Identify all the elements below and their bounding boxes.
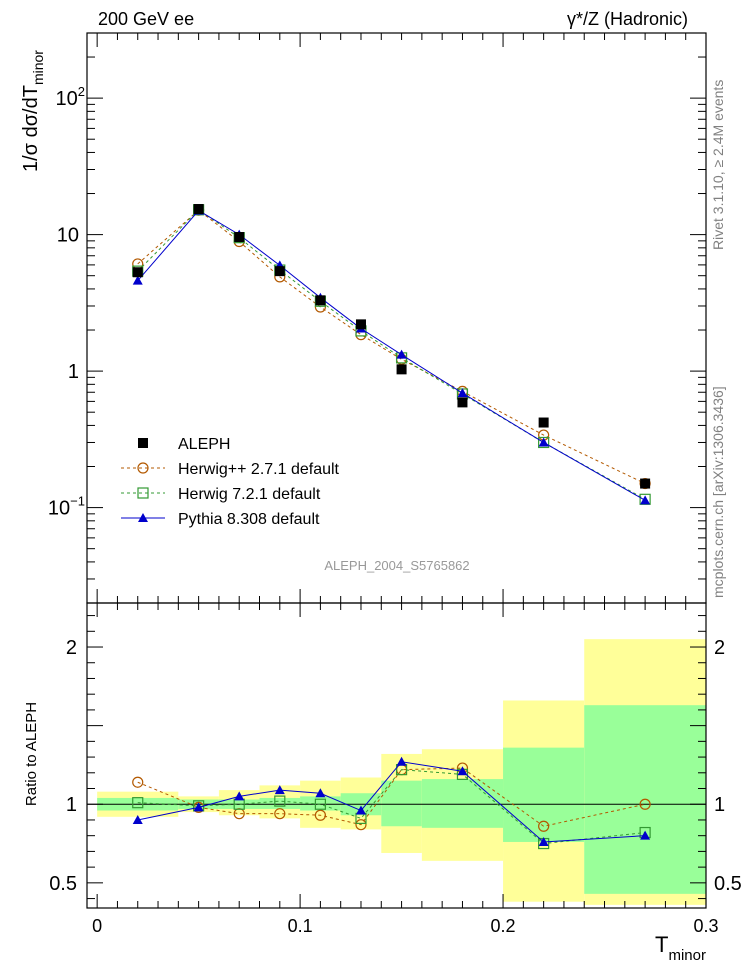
ratio-pythia8-point (315, 788, 326, 798)
side-label-top: Rivet 3.1.10, ≥ 2.4M events (710, 80, 726, 250)
legend-marker-pythia8 (138, 513, 148, 522)
stat-uncertainty-band (421, 779, 504, 828)
x-tick-label: 0 (92, 916, 102, 936)
legend-label-aleph: ALEPH (178, 436, 230, 453)
ratio-herwigpp-point (314, 809, 326, 821)
x-axis-label-sub: minor (668, 947, 706, 964)
stat-uncertainty-band (259, 797, 301, 809)
energy-label: 200 GeV ee (98, 9, 194, 29)
ratio-y-axis-label: Ratio to ALEPH (23, 702, 40, 806)
legend-label-herwig7: Herwig 7.2.1 default (178, 486, 321, 503)
ratio-pythia8-point (274, 785, 285, 795)
side-label-bottom: mcplots.cern.ch [arXiv:1306.3436] (710, 386, 726, 598)
analysis-label: ALEPH_2004_S5765862 (324, 558, 469, 573)
stat-uncertainty-band (381, 780, 422, 827)
main-aleph-point (457, 397, 468, 408)
main-aleph-point (396, 364, 407, 375)
legend-marker-aleph (138, 438, 148, 448)
main-pythia8-point (640, 495, 651, 505)
legend-label-herwigpp: Herwig++ 2.7.1 default (178, 461, 340, 478)
x-axis-label: Tminor (655, 932, 706, 964)
ratio-herwig7-point (132, 797, 144, 809)
ratio-herwigpp-line (137, 767, 646, 827)
ratio-herwig7-point (274, 795, 286, 807)
ratio-herwigpp-point (274, 808, 286, 820)
main-aleph-point (274, 266, 285, 277)
main-aleph-point (315, 295, 326, 306)
ratio-pythia8-point (457, 766, 468, 776)
ratio-y-tick-label: 1 (66, 794, 77, 816)
x-tick-label: 0.1 (288, 916, 313, 936)
y-axis-label: 1/σ dσ/dTminor (20, 50, 46, 172)
ratio-pythia8-point (132, 814, 143, 824)
ratio-y-tick-label: 0.5 (49, 873, 77, 895)
main-aleph-point (132, 267, 143, 278)
ratio-pythia8-point (355, 805, 366, 815)
process-label: γ*/Z (Hadronic) (567, 9, 688, 29)
ratio-pythia8-point (538, 836, 549, 846)
legend-marker-herwig7 (137, 487, 149, 499)
ratio-herwigpp-point (639, 798, 651, 810)
main-aleph-point (640, 478, 651, 489)
stat-uncertainty-band (503, 747, 585, 842)
ratio-herwig7-point (314, 798, 326, 810)
main-pythia8-point (396, 349, 407, 359)
main-pythia8-point (132, 275, 143, 285)
y-axis-label-sub: minor (30, 50, 46, 85)
x-tick-label: 0.2 (491, 916, 516, 936)
ratio-herwigpp-point (538, 820, 550, 832)
main-aleph-point (234, 232, 245, 243)
main-aleph-point (538, 417, 549, 428)
ratio-herwigpp-point (132, 776, 144, 788)
ratio-y-tick-label-right: 0.5 (714, 873, 742, 895)
stat-uncertainty-band (300, 796, 341, 811)
y-axis-label-main: 1/σ dσ/dT (20, 85, 42, 172)
ratio-pythia8-point (234, 791, 245, 801)
ratio-frame (86, 602, 707, 909)
ratio-y-tick-label-right: 1 (714, 794, 725, 816)
legend: ALEPH Herwig++ 2.7.1 default Herwig 7.2.1 … (121, 436, 340, 528)
legend-label-pythia8: Pythia 8.308 default (178, 511, 320, 528)
ratio-panel: 0 0.1 0.2 0.3 0.5 0.5 1 1 2 2 (49, 602, 742, 936)
main-aleph-point (355, 319, 366, 330)
main-aleph-point (193, 204, 204, 215)
ratio-y-tick-label-right: 2 (714, 637, 725, 659)
main-pythia8-line (137, 209, 646, 501)
ratio-pythia8-point (396, 756, 407, 766)
main-herwig7-line (137, 209, 646, 500)
ratio-pythia8-point (193, 802, 204, 812)
main-pythia8-point (538, 437, 549, 447)
ratio-y-tick-label: 2 (66, 637, 77, 659)
ratio-herwig7-line (137, 769, 646, 845)
ratio-pythia8-point (640, 830, 651, 840)
y-tick-label: 102 (56, 84, 85, 110)
ratio-herwigpp-point (355, 819, 367, 831)
y-tick-label: 10 (57, 225, 79, 247)
y-tick-label: 1 (68, 361, 79, 383)
legend-marker-herwigpp (137, 462, 149, 474)
x-axis-label-main: T (655, 932, 668, 957)
main-pythia8-point (457, 388, 468, 398)
x-tick-label: 0.3 (693, 916, 718, 936)
ratio-pythia8-line (137, 761, 646, 843)
y-tick-label: 10−1 (48, 494, 85, 520)
